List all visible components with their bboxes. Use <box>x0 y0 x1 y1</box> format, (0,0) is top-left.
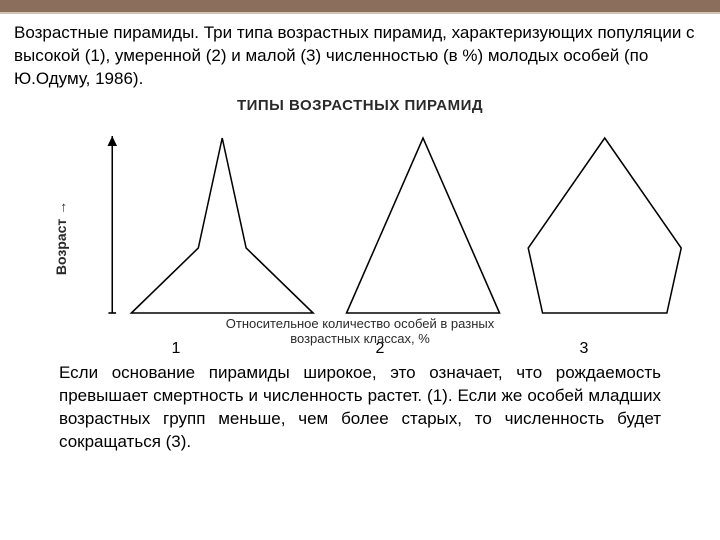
top-border <box>0 0 720 14</box>
diagram-heading: ТИПЫ ВОЗРАСТНЫХ ПИРАМИД <box>14 97 706 114</box>
page-title: Возрастные пирамиды. Три типа возрастных… <box>14 22 706 91</box>
x-axis-label-line1: Относительное количество особей в разных <box>226 316 494 331</box>
pyramid-shape <box>347 138 500 313</box>
pyramid-shape <box>131 138 313 313</box>
pyramid-numbers: 1 2 3 <box>74 340 686 358</box>
content: Возрастные пирамиды. Три типа возрастных… <box>0 14 720 462</box>
explanation-text: Если основание пирамиды широкое, это озн… <box>14 358 706 454</box>
diagram-area: Возраст → Относительное количество особе… <box>14 118 706 358</box>
pyramids-svg-container <box>74 128 686 328</box>
pyramid-number-1: 1 <box>74 340 278 358</box>
pyramid-shape <box>528 138 681 313</box>
pyramid-number-2: 2 <box>278 340 482 358</box>
y-axis-label: Возраст → <box>53 201 69 275</box>
pyramids-svg <box>74 128 686 328</box>
pyramid-number-3: 3 <box>482 340 686 358</box>
